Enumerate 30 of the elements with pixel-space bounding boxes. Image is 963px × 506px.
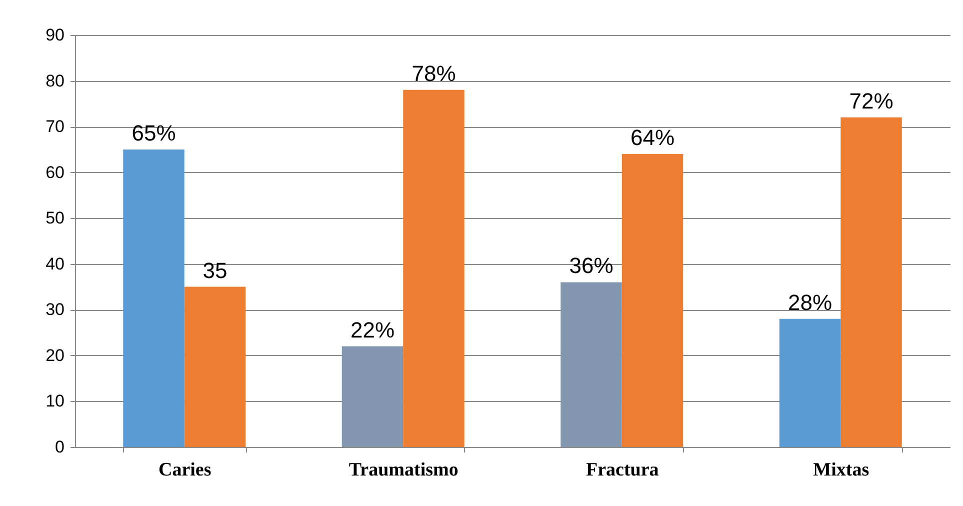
y-tick-label: 30	[46, 300, 64, 320]
y-tick-label: 40	[46, 254, 64, 274]
data-label: 64%	[630, 125, 675, 150]
bar	[560, 282, 622, 447]
bar	[840, 117, 902, 447]
x-tick-label: Mixtas	[813, 460, 870, 480]
bar	[403, 90, 464, 447]
data-label: 78%	[412, 60, 456, 86]
data-label: 28%	[788, 290, 832, 315]
x-tick-label: Caries	[158, 460, 212, 480]
bar	[342, 346, 404, 447]
data-label: 72%	[849, 88, 894, 114]
y-tick-label: 20	[46, 346, 64, 365]
bar	[123, 149, 184, 447]
data-label: 22%	[350, 317, 395, 342]
x-tick-label: Fractura	[586, 460, 660, 480]
y-tick-label: 60	[46, 162, 64, 182]
y-tick-label: 80	[46, 71, 64, 90]
y-tick-label: 0	[55, 438, 64, 456]
y-tick-label: 70	[46, 117, 64, 136]
data-label: 35	[202, 258, 228, 283]
y-tick-label: 90	[46, 26, 64, 44]
data-label: 65%	[132, 120, 176, 146]
y-tick-label: 50	[46, 208, 64, 228]
data-label: 36%	[569, 253, 614, 278]
bar	[779, 318, 841, 447]
x-tick-label: Traumatismo	[348, 460, 458, 480]
bar	[622, 154, 684, 447]
bar	[184, 286, 246, 447]
y-tick-label: 10	[46, 392, 64, 411]
